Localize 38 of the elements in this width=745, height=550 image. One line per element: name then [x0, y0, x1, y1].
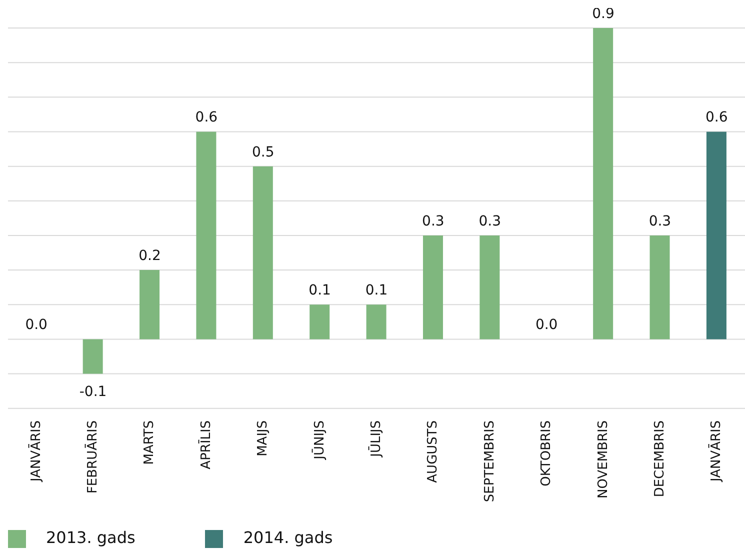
- bar: [310, 304, 330, 340]
- bar: [706, 132, 726, 340]
- data-label: 0.3: [648, 213, 672, 230]
- data-label: 0.1: [365, 282, 388, 299]
- bar: [196, 132, 216, 340]
- data-label: 0.0: [535, 317, 558, 334]
- data-label: 0.1: [308, 282, 331, 299]
- x-tick-label: SEPTEMBRIS: [482, 420, 498, 502]
- bar: [366, 304, 386, 340]
- x-tick-label: JANVĀRIS: [708, 420, 724, 483]
- data-label: 0.6: [195, 110, 218, 126]
- data-label: 0.3: [478, 213, 502, 230]
- x-tick-label: MARTS: [142, 420, 158, 465]
- bar: [650, 235, 670, 340]
- legend-label: 2014. gads: [243, 528, 333, 548]
- x-tick-label: MAIJS: [256, 420, 271, 456]
- x-tick-label: DECEMBRIS: [652, 420, 668, 498]
- x-tick-label: JANVĀRIS: [28, 420, 44, 483]
- data-label: 0.6: [706, 110, 728, 126]
- bar: [252, 166, 273, 340]
- legend-label: 2013. gads: [46, 528, 136, 548]
- bar: [480, 235, 500, 340]
- data-label: 0.2: [138, 248, 161, 264]
- bar: [140, 270, 160, 340]
- bar: [82, 339, 103, 374]
- bar: [422, 235, 443, 340]
- x-tick-label: OKTOBRIS: [539, 420, 554, 486]
- x-tick-label: AUGUSTS: [426, 420, 441, 483]
- x-tick-label: JŪNIJS: [311, 420, 328, 460]
- data-label: -0.1: [79, 384, 107, 400]
- x-tick-label: FEBRUĀRIS: [84, 420, 101, 494]
- x-tick-label: APRĪLIS: [198, 420, 214, 470]
- data-label: 0.5: [252, 144, 274, 160]
- data-label: 0.0: [25, 317, 48, 334]
- data-label: 0.3: [422, 213, 444, 230]
- x-tick-label: NOVEMBRIS: [596, 420, 611, 498]
- x-tick-label: JŪLIJS: [368, 420, 384, 458]
- bar: [593, 28, 614, 340]
